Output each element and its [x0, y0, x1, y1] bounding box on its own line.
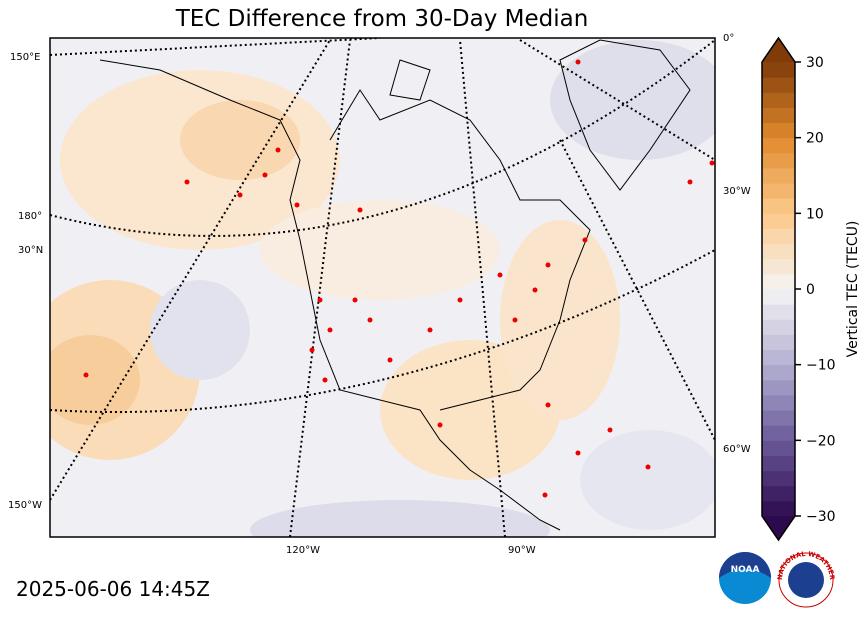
colorbar-extend-top — [762, 38, 795, 62]
timestamp: 2025-06-06 14:45Z — [16, 577, 210, 601]
colorbar-band — [762, 243, 795, 260]
colorbar-tick-label: 0 — [806, 282, 815, 298]
graticule-label: 150°W — [8, 500, 42, 511]
colorbar-band — [762, 77, 795, 93]
colorbar-band — [762, 394, 795, 411]
colorbar-tick-label: 30 — [806, 55, 824, 71]
colorbar-band — [762, 440, 795, 456]
graticule-labels: 150°E 180° 30°N 150°W 120°W 90°W 0° 30°W 60°W — [8, 33, 751, 556]
colorbar-band — [762, 410, 795, 426]
colorbar-band — [762, 183, 795, 199]
colorbar-band — [762, 470, 795, 487]
colorbar-tick-label: −20 — [806, 433, 836, 449]
colorbar-band — [762, 107, 795, 124]
colorbar-label: Vertical TEC (TECU) — [845, 221, 861, 358]
colorbar-tick-label: 20 — [806, 131, 824, 147]
colorbar-band — [762, 198, 795, 214]
colorbar-band — [762, 485, 795, 502]
noaa-logo: NOAA — [719, 552, 771, 604]
colorbar-band — [762, 167, 795, 184]
colorbar-band — [762, 455, 795, 472]
title: TEC Difference from 30-Day Median — [175, 6, 589, 32]
noaa-text: NOAA — [731, 565, 760, 575]
graticule-label: 90°W — [508, 545, 536, 556]
colorbar-band — [762, 364, 795, 381]
colorbar: 30 20 10 0 −10 −20 −30 Vertical TEC (TECU) — [761, 36, 861, 542]
colorbar-extend-bottom — [762, 516, 795, 540]
colorbar-tick-label: 10 — [806, 206, 824, 222]
colorbar-band — [762, 137, 795, 154]
colorbar-band — [762, 258, 795, 275]
graticule-label: 0° — [723, 33, 734, 44]
colorbar-tick-label: −10 — [806, 358, 836, 374]
colorbar-band — [762, 289, 795, 305]
graticule-label: 180° — [18, 211, 42, 222]
colorbar-band — [762, 152, 795, 169]
colorbar-band — [762, 334, 795, 351]
colorbar-band — [762, 349, 795, 366]
colorbar-band — [762, 273, 795, 290]
graticule-label: 30°N — [18, 245, 43, 256]
colorbar-band — [762, 213, 795, 229]
colorbar-band — [762, 304, 795, 320]
graticule-label: 150°E — [10, 52, 40, 63]
graticule-label: 120°W — [286, 545, 320, 556]
colorbar-band — [762, 379, 795, 396]
map — [50, 38, 715, 537]
graticule-label: 60°W — [723, 444, 751, 455]
colorbar-band — [762, 92, 795, 108]
colorbar-band — [762, 228, 795, 245]
colorbar-tick-label: −30 — [806, 509, 836, 525]
colorbar-band — [762, 319, 795, 335]
graticule-label: 30°W — [723, 186, 751, 197]
colorbar-band — [762, 500, 795, 517]
map-frame — [49, 37, 716, 538]
colorbar-band — [762, 62, 795, 78]
colorbar-band — [762, 122, 795, 139]
colorbar-band — [762, 425, 795, 441]
